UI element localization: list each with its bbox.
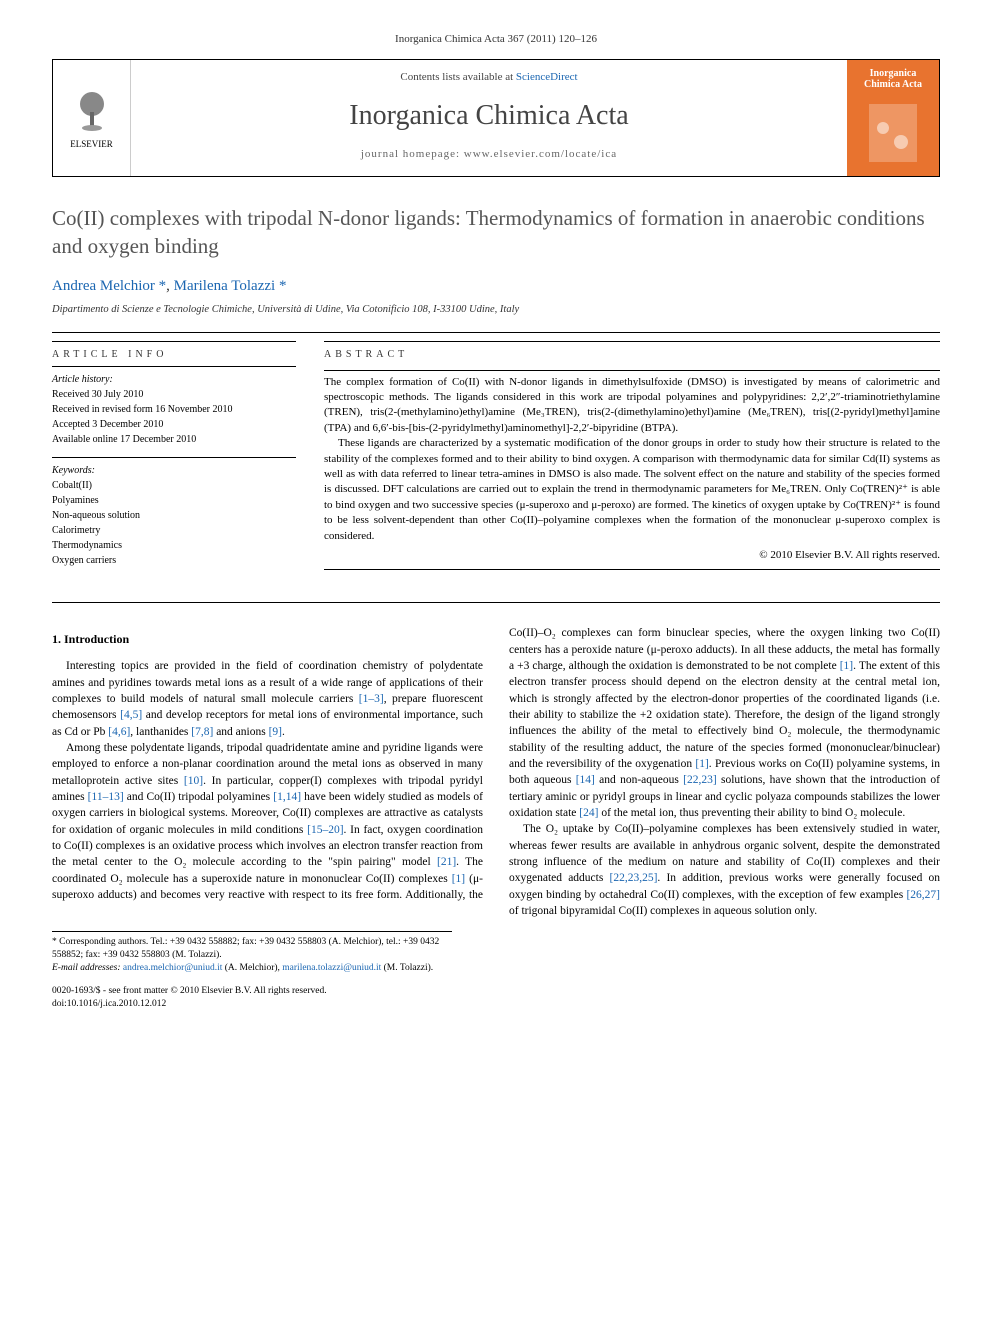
abstract-block: ABSTRACT The complex formation of Co(II)… [324, 337, 940, 575]
elsevier-label: ELSEVIER [70, 138, 113, 151]
history-online: Available online 17 December 2010 [52, 433, 296, 447]
abstract-p1: The complex formation of Co(II) with N-d… [324, 375, 940, 437]
article-info-block: ARTICLE INFO Article history: Received 3… [52, 337, 296, 575]
text: of the metal ion, thus preventing their … [598, 807, 905, 819]
history-label: Article history: [52, 373, 296, 387]
cover-title: Inorganica Chimica Acta [851, 68, 935, 90]
divider [52, 366, 296, 367]
header-center: Contents lists available at ScienceDirec… [131, 60, 847, 176]
divider [52, 457, 296, 458]
keyword: Cobalt(II) [52, 479, 296, 493]
ref-link[interactable]: [21] [437, 856, 456, 868]
text: and Co(II) tripodal polyamines [124, 791, 274, 803]
sciencedirect-link[interactable]: ScienceDirect [516, 71, 578, 83]
abstract-heading: ABSTRACT [324, 348, 940, 362]
journal-cover-thumbnail: Inorganica Chimica Acta [847, 60, 939, 176]
ref-link[interactable]: [1–3] [359, 693, 384, 705]
abstract-p2: These ligands are characterized by a sys… [324, 436, 940, 544]
divider [324, 341, 940, 342]
contents-available: Contents lists available at ScienceDirec… [139, 70, 839, 85]
intro-p3: The O₂ uptake by Co(II)–polyamine comple… [509, 821, 940, 919]
ref-link[interactable]: [1,14] [273, 791, 301, 803]
ref-link[interactable]: [4,6] [108, 726, 130, 738]
history-received: Received 30 July 2010 [52, 388, 296, 402]
ref-link[interactable]: [1] [452, 873, 465, 885]
author-link-1[interactable]: Andrea Melchior [52, 278, 155, 294]
email-link-2[interactable]: marilena.tolazzi@uniud.it [282, 963, 381, 973]
affiliation: Dipartimento di Scienze e Tecnologie Chi… [52, 303, 940, 318]
author-corr-1[interactable]: * [159, 278, 167, 294]
article-info-heading: ARTICLE INFO [52, 348, 296, 362]
ref-link[interactable]: [9] [269, 726, 282, 738]
divider [52, 602, 940, 603]
journal-header: ELSEVIER Contents lists available at Sci… [52, 59, 940, 177]
email-who-1: (A. Melchior), [222, 963, 282, 973]
keyword: Non-aqueous solution [52, 509, 296, 523]
author-link-2[interactable]: Marilena Tolazzi [174, 278, 276, 294]
ref-link[interactable]: [14] [576, 774, 595, 786]
journal-homepage: journal homepage: www.elsevier.com/locat… [139, 147, 839, 162]
footnotes: * Corresponding authors. Tel.: +39 0432 … [52, 931, 452, 974]
divider [52, 332, 940, 333]
email-link-1[interactable]: andrea.melchior@uniud.it [123, 963, 223, 973]
section-1-heading: 1. Introduction [52, 631, 483, 648]
journal-title: Inorganica Chimica Acta [139, 96, 839, 135]
article-body: 1. Introduction Interesting topics are p… [52, 625, 940, 919]
article-title: Co(II) complexes with tripodal N-donor l… [52, 205, 940, 260]
journal-reference: Inorganica Chimica Acta 367 (2011) 120–1… [52, 32, 940, 47]
text: and anions [213, 726, 268, 738]
contents-prefix: Contents lists available at [400, 71, 515, 83]
ref-link[interactable]: [22,23] [683, 774, 717, 786]
issn-copyright: 0020-1693/$ - see front matter © 2010 El… [52, 985, 940, 998]
divider [324, 370, 940, 371]
text: and non-aqueous [595, 774, 683, 786]
corresponding-author-note: * Corresponding authors. Tel.: +39 0432 … [52, 936, 452, 962]
authors: Andrea Melchior *, Marilena Tolazzi * [52, 276, 940, 297]
elsevier-logo[interactable]: ELSEVIER [68, 86, 116, 151]
ref-link[interactable]: [15–20] [307, 824, 343, 836]
email-who-2: (M. Tolazzi). [381, 963, 433, 973]
keyword: Polyamines [52, 494, 296, 508]
ref-link[interactable]: [1] [840, 660, 853, 672]
ref-link[interactable]: [26,27] [906, 889, 940, 901]
ref-link[interactable]: [22,23,25] [610, 872, 658, 884]
info-abstract-row: ARTICLE INFO Article history: Received 3… [52, 337, 940, 575]
ref-link[interactable]: [11–13] [88, 791, 124, 803]
text: , lanthanides [130, 726, 191, 738]
divider [324, 569, 940, 570]
front-matter: 0020-1693/$ - see front matter © 2010 El… [52, 985, 940, 1011]
text: . [282, 726, 285, 738]
text: of trigonal bipyramidal Co(II) complexes… [509, 905, 817, 917]
email-addresses: E-mail addresses: andrea.melchior@uniud.… [52, 962, 452, 975]
abstract-copyright: © 2010 Elsevier B.V. All rights reserved… [324, 548, 940, 563]
ref-link[interactable]: [1] [695, 758, 708, 770]
keyword: Oxygen carriers [52, 554, 296, 568]
text: . The extent of this electron transfer p… [509, 660, 940, 770]
ref-link[interactable]: [7,8] [191, 726, 213, 738]
ref-link[interactable]: [4,5] [120, 709, 142, 721]
elsevier-tree-icon [68, 86, 116, 134]
publisher-logo-cell: ELSEVIER [53, 60, 131, 176]
email-label: E-mail addresses: [52, 963, 121, 973]
history-accepted: Accepted 3 December 2010 [52, 418, 296, 432]
history-revised: Received in revised form 16 November 201… [52, 403, 296, 417]
ref-link[interactable]: [10] [184, 775, 203, 787]
author-corr-2[interactable]: * [279, 278, 287, 294]
doi: doi:10.1016/j.ica.2010.12.012 [52, 998, 940, 1011]
intro-p1: Interesting topics are provided in the f… [52, 658, 483, 740]
keyword: Calorimetry [52, 524, 296, 538]
ref-link[interactable]: [24] [579, 807, 598, 819]
keyword: Thermodynamics [52, 539, 296, 553]
cover-art-icon [863, 98, 923, 168]
divider [52, 341, 296, 342]
keywords-label: Keywords: [52, 464, 296, 478]
